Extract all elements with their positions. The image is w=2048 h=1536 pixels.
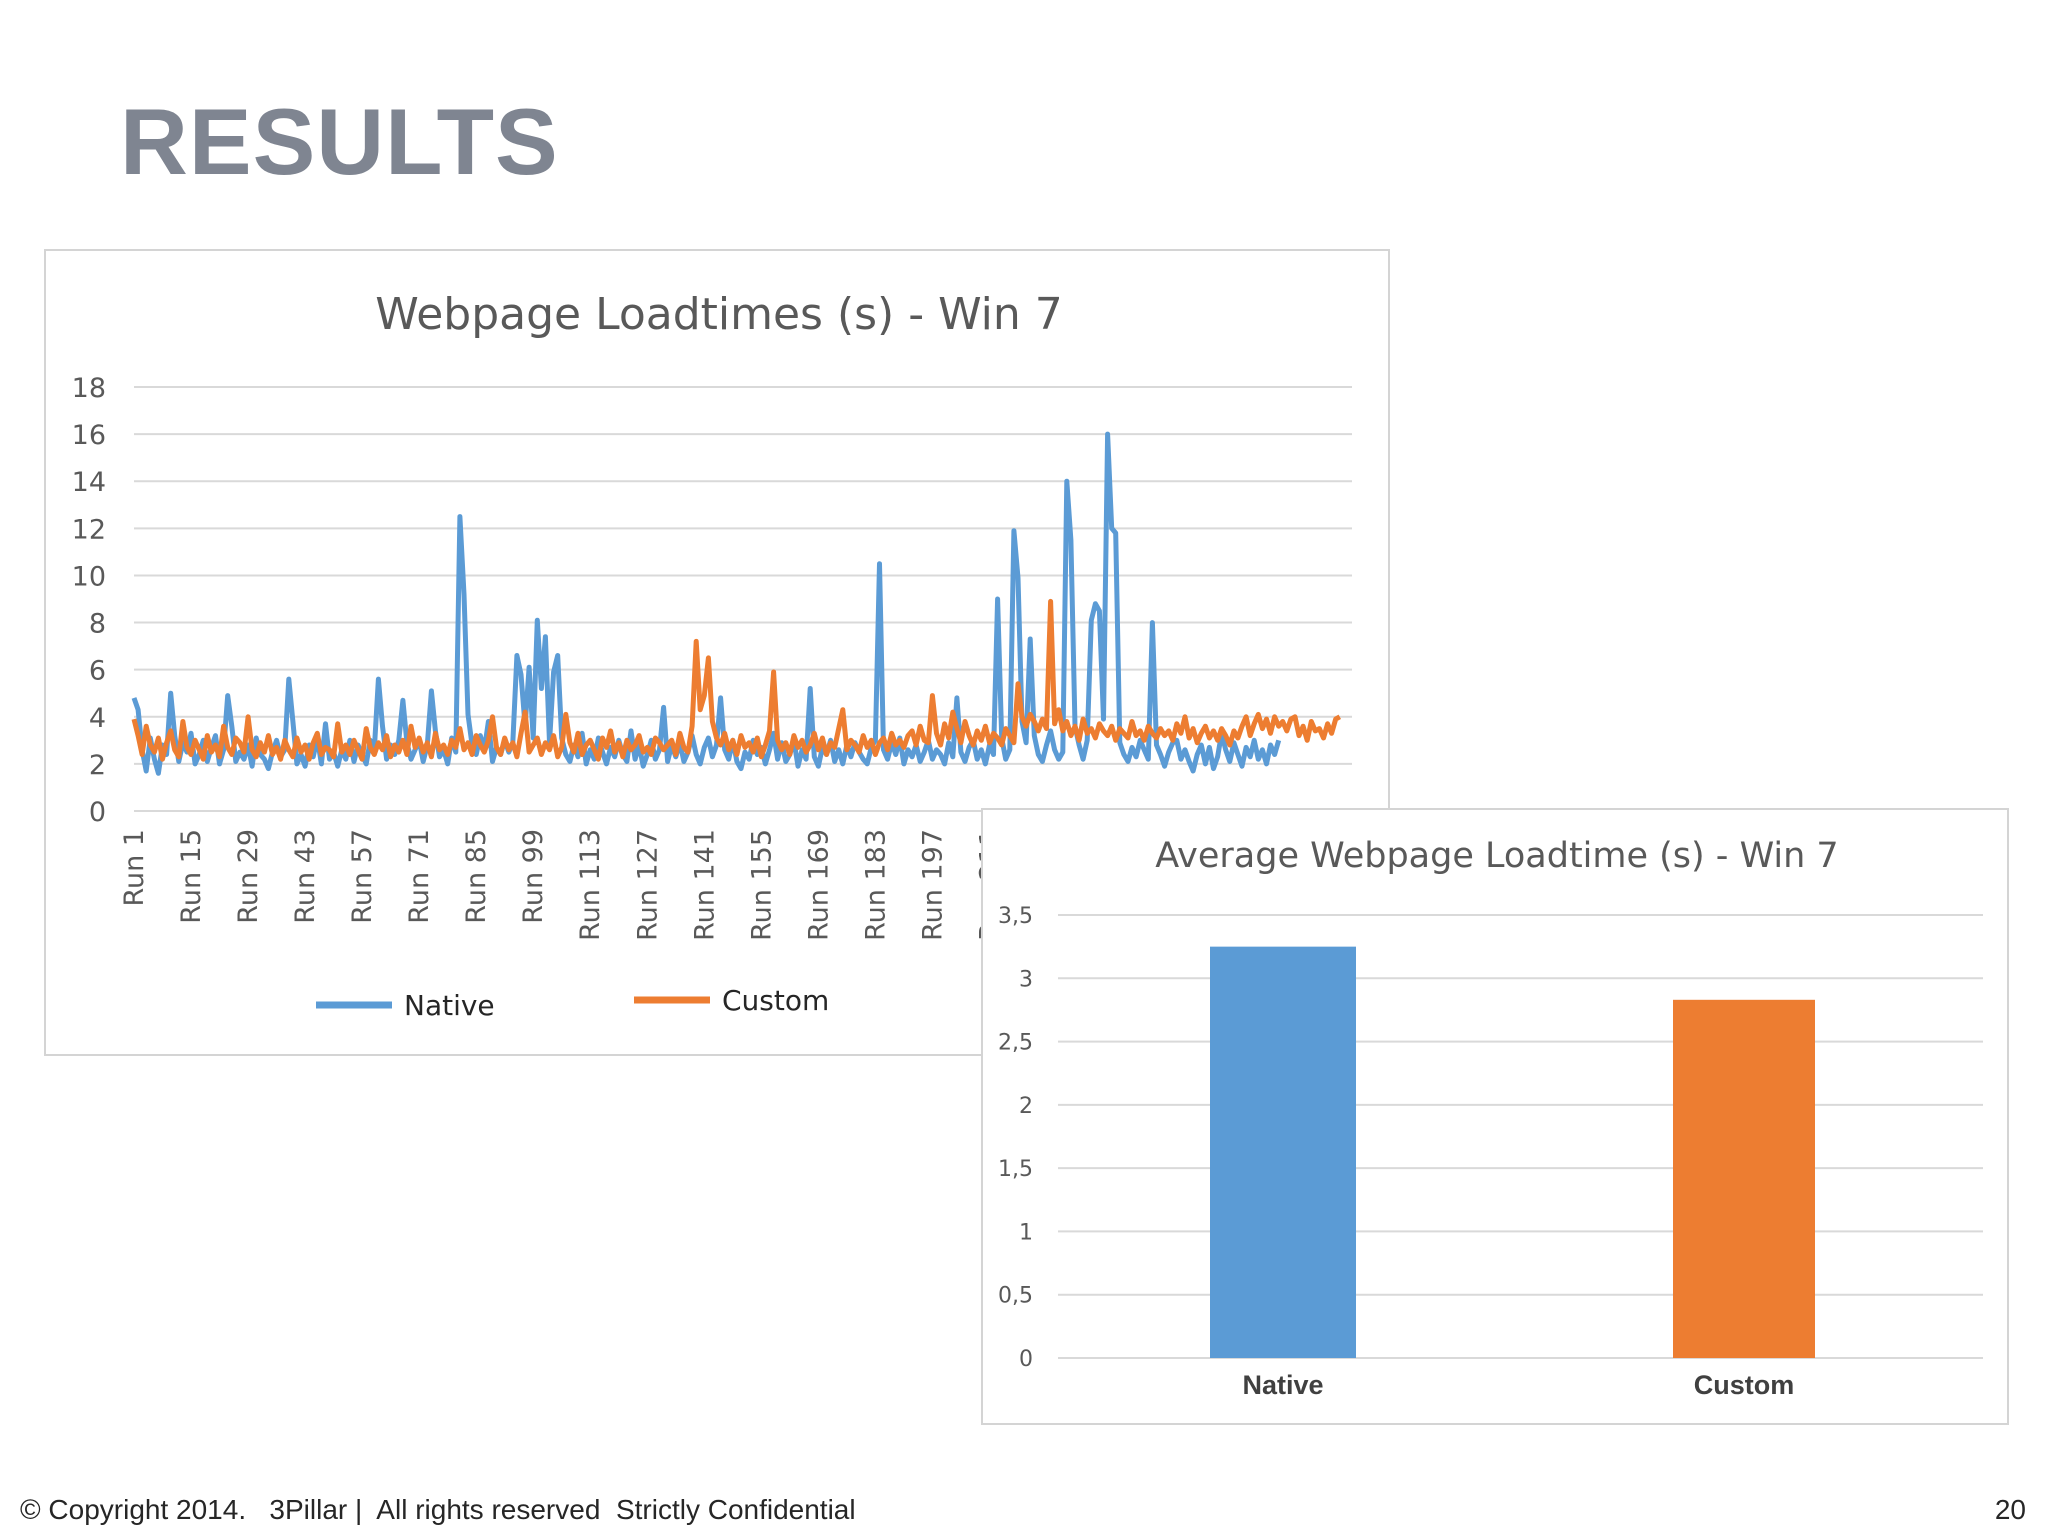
line-x-tick-label: Run 155 bbox=[746, 829, 777, 941]
line-y-tick-label: 8 bbox=[89, 609, 106, 640]
bar-y-tick-label: 0,5 bbox=[998, 1284, 1033, 1309]
line-x-tick-label: Run 113 bbox=[575, 829, 606, 941]
line-y-tick-label: 18 bbox=[72, 373, 106, 404]
bar-category-label: Custom bbox=[1694, 1370, 1795, 1400]
line-chart: Webpage Loadtimes (s) - Win 7 0 2 4 6 8 10 12 1… bbox=[72, 289, 1352, 1022]
bar-chart-title: Average Webpage Loadtime (s) - Win 7 bbox=[1155, 836, 1838, 876]
line-x-tick-label: Run 169 bbox=[803, 829, 834, 941]
bar-y-tick-label: 3 bbox=[1019, 967, 1033, 992]
bar-y-tick-label: 1 bbox=[1019, 1220, 1033, 1245]
bar-y-tick-label: 2,5 bbox=[998, 1031, 1033, 1056]
bar-y-tick-label: 3,5 bbox=[998, 904, 1033, 929]
line-x-tick-label: Run 43 bbox=[290, 829, 321, 924]
line-x-tick-label: Run 71 bbox=[404, 829, 435, 924]
bar-chart-panel: Average Webpage Loadtime (s) - Win 7 0 0,… bbox=[981, 808, 2009, 1425]
line-x-tick-label: Run 29 bbox=[233, 829, 264, 924]
line-y-tick-label: 10 bbox=[72, 561, 106, 592]
bar-native bbox=[1210, 946, 1356, 1358]
line-x-tick-label: Run 85 bbox=[461, 829, 492, 924]
line-y-tick-label: 0 bbox=[89, 797, 106, 828]
slide-title: RESULTS bbox=[120, 89, 559, 194]
bar-category-label: Native bbox=[1242, 1370, 1323, 1400]
line-x-tick-label: Run 15 bbox=[176, 829, 207, 924]
bar-y-tick-label: 0 bbox=[1019, 1347, 1033, 1372]
bar-chart: Average Webpage Loadtime (s) - Win 7 0 0,… bbox=[998, 836, 1983, 1400]
line-y-tick-label: 14 bbox=[72, 467, 106, 498]
line-y-tick-label: 16 bbox=[72, 420, 106, 451]
bar-y-tick-label: 2 bbox=[1019, 1094, 1033, 1119]
line-y-tick-label: 12 bbox=[72, 514, 106, 545]
line-x-tick-label: Run 183 bbox=[860, 829, 891, 941]
line-x-tick-label: Run 1 bbox=[119, 829, 150, 907]
legend-label-custom: Custom bbox=[722, 984, 829, 1017]
line-y-tick-label: 4 bbox=[89, 703, 106, 734]
line-series-custom bbox=[131, 598, 1342, 762]
page-number: 20 bbox=[1994, 1494, 2026, 1525]
line-y-tick-label: 6 bbox=[89, 656, 106, 687]
line-chart-title: Webpage Loadtimes (s) - Win 7 bbox=[375, 289, 1062, 340]
line-y-tick-label: 2 bbox=[89, 750, 106, 781]
line-x-tick-label: Run 57 bbox=[347, 829, 378, 924]
legend-label-native: Native bbox=[404, 989, 495, 1022]
line-x-tick-label: Run 197 bbox=[917, 829, 948, 941]
line-chart-panel: Webpage Loadtimes (s) - Win 7 0 2 4 6 8 10 12 1… bbox=[44, 249, 1390, 1056]
line-x-tick-label: Run 141 bbox=[689, 829, 720, 941]
line-x-tick-label: Run 127 bbox=[632, 829, 663, 941]
footer-copyright: © Copyright 2014. 3Pillar | All rights r… bbox=[20, 1494, 856, 1525]
bar-y-tick-label: 1,5 bbox=[998, 1157, 1033, 1182]
line-series-native bbox=[131, 431, 1282, 776]
bar-custom bbox=[1673, 999, 1815, 1358]
line-x-tick-label: Run 99 bbox=[518, 829, 549, 924]
